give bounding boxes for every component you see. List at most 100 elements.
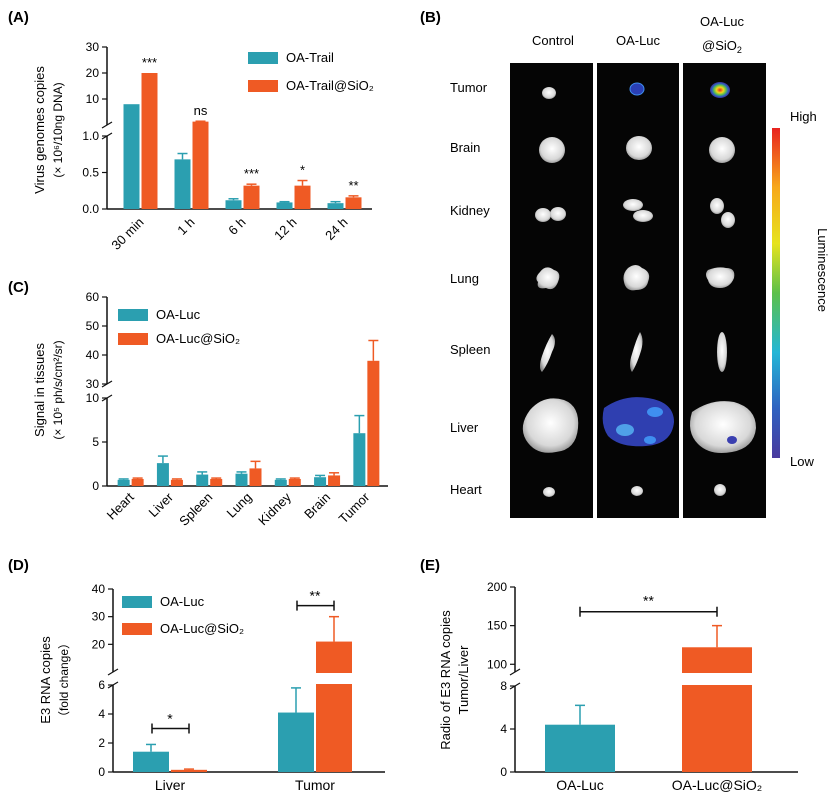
- chart-a-ytick-label: 30: [86, 40, 100, 54]
- legend-swatch-d-oa-luc: [122, 596, 152, 608]
- chart-d-oa-luc-sio2-bar: [171, 769, 207, 772]
- chart-d-ytick-label: 0: [98, 765, 105, 779]
- scale-label-low: Low: [790, 454, 814, 469]
- chart-c-oa-luc-sio2-bar: [288, 478, 301, 486]
- chart-c-x-tick-label: Brain: [301, 490, 333, 522]
- chart-e-ytick-label: 4: [500, 722, 507, 736]
- chart-a: Virus genomes copies (× 10⁶/10ng DNA) OA…: [32, 40, 374, 253]
- chart-c-oa-luc-bar: [196, 474, 209, 486]
- chart-e-0-bar: [545, 724, 615, 772]
- panel-label-e: (E): [420, 557, 440, 574]
- row-label-liver: Liver: [450, 420, 479, 435]
- panel-label-d: (D): [8, 557, 29, 574]
- chart-c-oa-luc-sio2-bar: [249, 468, 262, 486]
- column-header-control: Control: [532, 33, 574, 48]
- column-header-oa-luc-sio2-1: OA-Luc: [700, 14, 745, 29]
- chart-c-ytick-label: 30: [86, 377, 100, 391]
- chart-c-x-tick-label: Kidney: [255, 489, 294, 528]
- chart-e-ylabel-2: Tumor/Liver: [456, 645, 471, 715]
- chart-a-significance: ns: [194, 103, 208, 118]
- organ-kidney-control-2: [550, 207, 566, 221]
- chart-d-x-tick-label: Liver: [155, 777, 186, 793]
- chart-d-ylabel-2: （fold change）: [57, 637, 71, 723]
- organ-heart-oa-luc-sio2: [714, 484, 726, 496]
- column-header-oa-luc: OA-Luc: [616, 33, 661, 48]
- chart-a-oa-trail-sio2-bar: [192, 121, 209, 209]
- chart-c-oa-luc-bar: [353, 433, 366, 486]
- chart-c-oa-luc-bar: [117, 479, 130, 486]
- chart-c: Signal in tissues (× 10⁵ ph/s/cm²/sr) OA…: [32, 290, 388, 529]
- legend-swatch-oa-trail-sio2: [248, 80, 278, 92]
- chart-c-ytick-label: 10: [86, 391, 100, 405]
- chart-a-ytick-label: 1.0: [82, 129, 99, 143]
- chart-c-ytick-label: 0: [92, 479, 99, 493]
- chart-e-x-tick-label: OA-Luc@SiO₂: [672, 777, 762, 793]
- row-label-lung: Lung: [450, 271, 479, 286]
- scale-title-luminescence: Luminescence: [815, 228, 830, 312]
- chart-e-ytick-label: 200: [487, 580, 507, 594]
- legend-swatch-oa-trail: [248, 52, 278, 64]
- chart-c-x-tick-label: Tumor: [336, 489, 373, 526]
- chart-c-oa-luc-bar: [156, 463, 169, 486]
- chart-c-ylabel-2: (× 10⁵ ph/s/cm²/sr): [51, 340, 65, 439]
- organ-liver-oa-luc-hotspot-2: [616, 424, 634, 436]
- organ-kidney-oa-luc-2: [633, 210, 653, 222]
- chart-c-ytick-label: 50: [86, 319, 100, 333]
- chart-a-x-tick-label: 24 h: [322, 215, 351, 244]
- chart-d-ytick-label: 4: [98, 707, 105, 721]
- chart-c-oa-luc-sio2-bar: [367, 360, 380, 486]
- chart-e-1-bar: [682, 647, 752, 772]
- chart-e-bar-break-gap: [681, 673, 753, 685]
- organ-spleen-oa-luc: [630, 332, 643, 372]
- chart-a-oa-trail-bar: [174, 159, 191, 209]
- legend-swatch-oa-luc-sio2: [118, 333, 148, 345]
- image-column-oa-luc: [597, 63, 679, 518]
- chart-d-ytick-label: 30: [92, 610, 106, 624]
- chart-c-ytick-label: 60: [86, 290, 100, 304]
- chart-a-significance: ***: [142, 55, 157, 70]
- chart-d-ytick-label: 20: [92, 637, 106, 651]
- chart-d-oa-luc-bar: [278, 712, 314, 772]
- chart-a-oa-trail-sio2-bar: [141, 73, 158, 209]
- chart-c-oa-luc-sio2-bar: [210, 478, 223, 486]
- chart-e-ytick-label: 8: [500, 679, 507, 693]
- chart-e-ylabel-1: Radio of E3 RNA copies: [438, 610, 453, 750]
- chart-d-oa-luc-bar: [133, 751, 169, 772]
- chart-a-ylabel-2: (× 10⁶/10ng DNA): [51, 82, 65, 177]
- chart-a-axis-break-upper: [101, 121, 113, 129]
- organ-lung-oa-luc-sio2: [706, 267, 735, 288]
- panel-label-c: (C): [8, 279, 29, 296]
- chart-d-bar-break-gap: [315, 673, 353, 684]
- organ-tumor-oa-luc-sio2: [710, 82, 730, 98]
- chart-a-x-tick-label: 6 h: [225, 215, 248, 238]
- chart-c-oa-luc-bar: [314, 477, 327, 486]
- chart-e-axis-break-upper: [509, 668, 521, 676]
- chart-d-ytick-label: 6: [98, 678, 105, 692]
- legend-swatch-d-oa-luc-sio2: [122, 623, 152, 635]
- organ-tumor-control: [542, 87, 556, 99]
- legend-label-oa-luc-sio2: OA-Luc@SiO₂: [156, 331, 240, 346]
- chart-c-legend: OA-Luc OA-Luc@SiO₂: [118, 307, 240, 346]
- chart-a-oa-trail-bar: [123, 104, 140, 209]
- organ-liver-oa-luc: [602, 397, 674, 447]
- row-label-spleen: Spleen: [450, 342, 490, 357]
- organ-brain-oa-luc: [626, 136, 652, 160]
- organ-brain-control: [539, 137, 565, 163]
- chart-c-x-tick-label: Spleen: [176, 490, 215, 529]
- chart-d-ylabel-1: E3 RNA copies: [38, 636, 53, 724]
- chart-a-significance: **: [348, 178, 358, 193]
- row-label-brain: Brain: [450, 140, 480, 155]
- chart-c-x-tick-label: Lung: [224, 490, 255, 521]
- chart-c-oa-luc-sio2-bar: [170, 479, 183, 486]
- organ-kidney-control-1: [535, 208, 551, 222]
- chart-c-ytick-label: 40: [86, 348, 100, 362]
- chart-d-significance: *: [167, 711, 173, 727]
- chart-d-ytick-label: 2: [98, 736, 105, 750]
- organ-lung-control: [536, 267, 560, 290]
- legend-label-d-oa-luc-sio2: OA-Luc@SiO₂: [160, 621, 244, 636]
- chart-a-oa-trail-sio2-bar: [345, 197, 362, 209]
- chart-e-x-tick-label: OA-Luc: [556, 777, 603, 793]
- legend-label-oa-trail: OA-Trail: [286, 50, 334, 65]
- chart-a-legend: OA-Trail OA-Trail@SiO₂: [248, 50, 374, 93]
